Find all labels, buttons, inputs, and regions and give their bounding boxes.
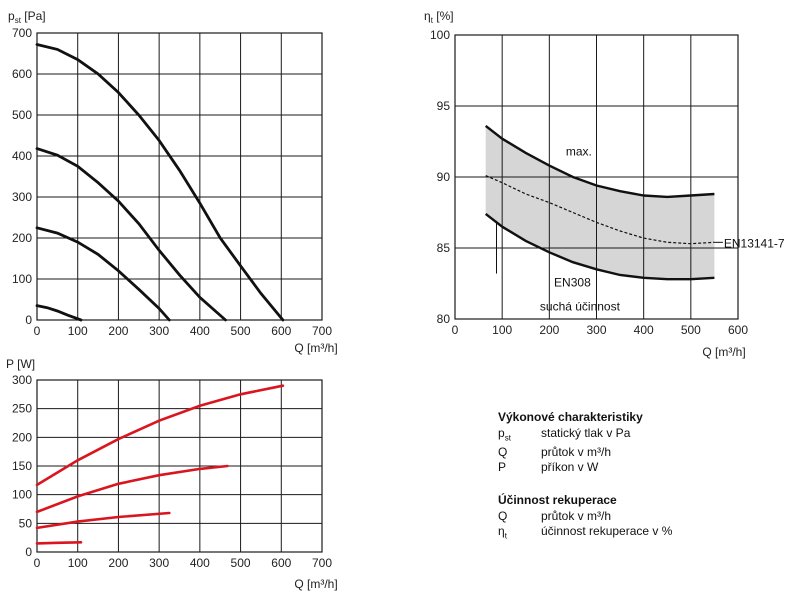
y-tick-label: 0	[25, 313, 32, 327]
annotation-en308: EN308	[554, 275, 591, 289]
x-tick-label: 0	[34, 324, 41, 338]
x-tick-label: 500	[231, 556, 251, 570]
y-tick-label: 80	[437, 312, 451, 326]
legend-title-efficiency: Účinnost rekuperace	[498, 493, 617, 508]
x-tick-label: 400	[634, 323, 654, 337]
legend-symbol: ηt	[498, 524, 507, 541]
y-tick-label: 90	[437, 170, 451, 184]
legend-row: ηt účinnost rekuperace v %	[498, 524, 788, 543]
power-curve-3	[35, 511, 171, 530]
x-tick-label: 0	[34, 556, 41, 570]
legend-symbol: pst	[498, 426, 511, 443]
efficiency-chart: 0 100 200 300 400 500 600 80 85 90 95 100 max. EN1314…	[424, 9, 785, 359]
efficiency-en13141-curve	[485, 175, 715, 245]
x-tick-label: 600	[271, 324, 291, 338]
y-tick-label: 85	[437, 241, 451, 255]
legend-description: statický tlak v Pa	[541, 426, 631, 440]
x-tick-label: 500	[231, 324, 251, 338]
efficiency-min-curve	[484, 212, 715, 281]
y-tick-label: 400	[12, 149, 32, 163]
efficiency-max-curve	[484, 124, 715, 199]
annotation-en13141: EN13141-7	[724, 237, 785, 251]
x-axis-label: Q [m³/h]	[294, 341, 337, 355]
legend: Výkonové charakteristiky pst statický tla…	[498, 408, 788, 544]
x-tick-label: 100	[492, 323, 512, 337]
legend-symbol: Q	[498, 445, 508, 460]
power-curve-2	[35, 464, 229, 514]
pressure-curve-1	[35, 43, 285, 322]
y-tick-label: 100	[12, 488, 32, 502]
x-tick-label: 400	[190, 324, 210, 338]
plot-frame	[36, 32, 323, 321]
y-tick-label: 100	[430, 28, 450, 42]
pressure-curve-2	[35, 147, 227, 322]
y-tick-label: 200	[12, 430, 32, 444]
plot-frame	[454, 34, 739, 320]
efficiency-band	[485, 125, 715, 280]
y-axis-label: P [W]	[6, 357, 35, 371]
x-tick-label: 600	[271, 556, 291, 570]
y-tick-label: 0	[25, 545, 32, 559]
legend-description: průtok v m³/h	[541, 509, 612, 524]
legend-symbol: P	[498, 460, 507, 475]
y-tick-label: 500	[12, 108, 32, 122]
pressure-curve-3	[35, 226, 171, 322]
y-tick-label: 250	[12, 402, 32, 416]
y-tick-label: 700	[12, 26, 32, 40]
y-tick-label: 300	[12, 373, 32, 387]
x-tick-label: 700	[312, 324, 332, 338]
x-tick-label: 200	[539, 323, 559, 337]
plot-frame	[36, 379, 323, 553]
legend-description: příkon v W	[541, 460, 599, 475]
y-tick-label: 200	[12, 231, 32, 245]
x-tick-label: 200	[108, 324, 128, 338]
x-tick-label: 700	[312, 556, 332, 570]
legend-symbol: Q	[498, 509, 508, 524]
x-tick-label: 500	[681, 323, 701, 337]
x-tick-label: 300	[149, 324, 169, 338]
x-tick-label: 300	[149, 556, 169, 570]
legend-description: účinnost rekuperace v %	[541, 524, 673, 539]
y-axis-label: ηt [%]	[424, 9, 454, 25]
x-tick-label: 0	[452, 323, 459, 337]
x-tick-label: 300	[586, 323, 606, 337]
y-tick-label: 300	[12, 190, 32, 204]
power-curve-4	[35, 541, 83, 545]
pressure-chart: 0 100 200 300 400 500 600 700 0 100 200 300 400 500 60…	[8, 9, 338, 355]
x-axis-label: Q [m³/h]	[294, 577, 337, 591]
legend-title-performance: Výkonové charakteristiky	[498, 410, 643, 424]
x-tick-label: 600	[728, 323, 748, 337]
x-tick-label: 100	[68, 556, 88, 570]
y-axis-label: pst [Pa]	[8, 9, 46, 25]
y-tick-label: 95	[437, 99, 451, 113]
y-tick-label: 100	[12, 272, 32, 286]
pressure-curve-4	[35, 304, 83, 322]
x-tick-label: 400	[190, 556, 210, 570]
x-axis-label: Q [m³/h]	[702, 345, 745, 359]
power-curve-1	[35, 384, 285, 487]
power-chart: 0 100 200 300 400 500 600 700 0 50 100 150 200 250 300…	[6, 357, 338, 591]
annotation-max: max.	[566, 145, 592, 159]
legend-row: pst statický tlak v Pa	[498, 426, 788, 445]
y-tick-label: 150	[12, 459, 32, 473]
annotation-dry-efficiency: suchá účinnost	[540, 299, 621, 313]
x-tick-label: 100	[68, 324, 88, 338]
y-tick-label: 50	[19, 516, 33, 530]
legend-description: průtok v m³/h	[541, 445, 612, 460]
x-tick-label: 200	[108, 556, 128, 570]
y-tick-label: 600	[12, 67, 32, 81]
